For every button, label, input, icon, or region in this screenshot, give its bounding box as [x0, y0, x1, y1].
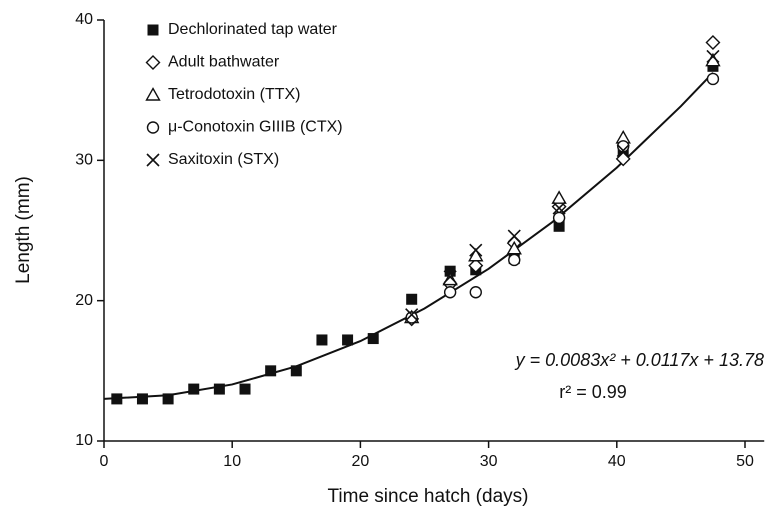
marker-cross: [507, 229, 521, 243]
marker-triangle: [468, 247, 484, 262]
marker-square: [444, 265, 456, 277]
marker-square: [406, 293, 418, 305]
marker-cross: [552, 201, 566, 215]
fit-equation: y = 0.0083x² + 0.0117x + 13.78: [514, 350, 764, 370]
marker-diamond: [615, 151, 631, 167]
marker-square: [342, 334, 354, 346]
marker-triangle: [551, 190, 567, 204]
legend-marker: [146, 121, 160, 134]
marker-circle: [706, 72, 720, 86]
marker-square: [553, 220, 565, 232]
marker-cross: [443, 270, 457, 284]
legend-label: Adult bathwater: [168, 54, 280, 71]
marker-square: [188, 383, 200, 395]
y-tick-label: 20: [75, 292, 93, 309]
marker-square: [213, 383, 225, 395]
x-tick-label: 0: [100, 453, 109, 470]
legend-marker: [145, 87, 161, 101]
marker-circle: [405, 311, 418, 324]
marker-circle: [552, 211, 566, 225]
marker-square: [136, 393, 148, 405]
y-axis-title: Length (mm): [13, 176, 34, 284]
marker-square: [239, 383, 251, 395]
marker-square: [162, 393, 174, 405]
marker-circle: [469, 286, 482, 299]
r-squared: r² = 0.99: [559, 382, 627, 402]
x-tick-label: 10: [223, 453, 241, 470]
legend-label: Dechlorinated tap water: [168, 21, 338, 38]
marker-square: [367, 333, 379, 345]
y-tick-label: 10: [75, 432, 93, 449]
marker-cross: [405, 308, 419, 322]
fit-curve: [103, 72, 714, 400]
marker-square: [290, 365, 302, 377]
marker-circle: [443, 286, 457, 299]
x-tick-label: 40: [608, 453, 626, 470]
marker-diamond: [705, 34, 721, 50]
legend-label: Tetrodotoxin (TTX): [168, 86, 300, 103]
marker-cross: [469, 243, 483, 257]
legend-marker: [147, 24, 159, 36]
marker-circle: [508, 253, 521, 267]
marker-cross: [706, 49, 720, 64]
marker-triangle: [442, 271, 458, 286]
legend-label: Saxitoxin (STX): [168, 151, 279, 168]
marker-diamond: [468, 258, 484, 274]
legend-label: μ-Conotoxin GIIIB (CTX): [168, 119, 343, 136]
legend-marker: [145, 55, 161, 70]
marker-square: [111, 393, 123, 405]
marker-square: [316, 334, 328, 346]
x-tick-label: 30: [480, 453, 498, 470]
x-tick-label: 50: [736, 453, 754, 470]
marker-triangle: [506, 240, 522, 255]
y-tick-label: 30: [75, 152, 93, 169]
marker-square: [265, 365, 277, 377]
marker-circle: [617, 140, 630, 153]
x-axis-title: Time since hatch (days): [328, 486, 529, 507]
x-tick-label: 20: [352, 453, 370, 470]
legend-marker: [146, 153, 160, 167]
marker-cross: [616, 143, 630, 158]
y-tick-label: 40: [75, 11, 93, 28]
